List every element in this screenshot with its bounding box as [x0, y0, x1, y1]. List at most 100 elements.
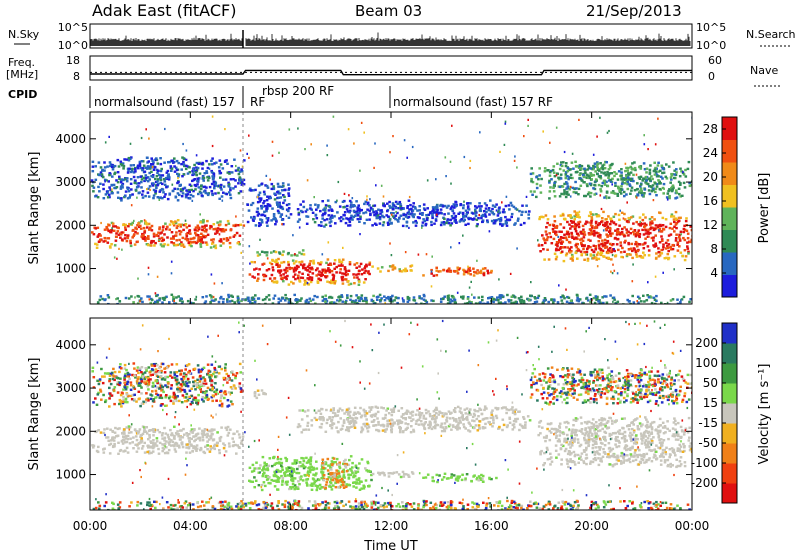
colorbar-tick-label: 24 [703, 146, 718, 160]
power-cell [569, 168, 572, 171]
power-cell [332, 276, 335, 279]
power-cell [596, 297, 599, 301]
power-cell [614, 254, 618, 257]
power-cell [577, 234, 580, 237]
power-cell [275, 280, 279, 283]
power-cell [588, 233, 591, 236]
power-cell [330, 214, 334, 217]
power-cell [196, 224, 200, 227]
velocity-cell [118, 370, 121, 374]
power-cell [92, 186, 96, 189]
power-cell [590, 178, 593, 181]
power-cell [404, 267, 407, 270]
power-cell [530, 177, 533, 181]
power-speckle [499, 150, 501, 153]
power-cell [411, 214, 415, 218]
power-cell [602, 255, 605, 258]
power-cell [145, 167, 149, 170]
power-cell [328, 281, 332, 284]
power-cell [573, 218, 576, 221]
power-cell [324, 223, 328, 226]
power-cell [658, 224, 662, 227]
power-cell [226, 300, 229, 303]
power-speckle [182, 142, 184, 146]
velocity-cell [357, 478, 360, 481]
velocity-cell [219, 389, 223, 393]
power-cell [579, 250, 583, 253]
power-cell [190, 241, 194, 244]
power-cell [276, 209, 280, 212]
power-cell [601, 168, 605, 171]
power-cell [220, 188, 223, 191]
velocity-cell [122, 395, 125, 399]
power-cell [575, 191, 578, 194]
power-cell [439, 270, 442, 273]
power-cell [219, 228, 223, 231]
power-cell [271, 259, 275, 262]
power-cell [648, 185, 652, 188]
power-cell [143, 231, 146, 234]
power-cell [552, 165, 556, 168]
power-cell [109, 231, 113, 234]
power-cell [677, 187, 681, 190]
power-cell [292, 282, 295, 285]
velocity-cell [143, 451, 147, 454]
power-speckle [109, 196, 111, 199]
power-cell [281, 253, 284, 257]
velocity-cell [328, 483, 332, 487]
power-cell [504, 219, 508, 223]
velocity-cell [181, 388, 184, 392]
power-cell [590, 248, 594, 252]
power-cell [129, 244, 133, 248]
power-cell [283, 276, 287, 279]
power-cell [621, 227, 624, 231]
power-cell [496, 214, 500, 217]
velocity-cell [164, 404, 167, 407]
power-cell [149, 244, 153, 247]
velocity-cell [185, 382, 189, 385]
power-cell [660, 248, 663, 252]
power-cell [99, 182, 102, 185]
power-cell [556, 162, 559, 165]
power-cell [120, 238, 124, 241]
power-cell [342, 206, 345, 209]
power-cell [177, 173, 181, 176]
power-speckle [578, 118, 580, 121]
velocity-cell [113, 386, 117, 389]
power-cell [183, 223, 186, 227]
power-speckle [211, 144, 214, 148]
power-cell [572, 167, 575, 170]
power-cell [563, 297, 566, 300]
power-speckle [389, 242, 391, 245]
power-cell [684, 175, 688, 178]
velocity-cell [236, 444, 239, 447]
power-cell [341, 258, 345, 261]
power-speckle [332, 115, 335, 118]
power-cell [388, 219, 391, 222]
power-cell [255, 267, 258, 270]
velocity-cell [352, 474, 356, 477]
power-cell [227, 295, 231, 299]
power-cell [552, 171, 556, 174]
power-cell [657, 224, 660, 227]
velocity-cell [191, 450, 194, 453]
velocity-cell [108, 397, 111, 400]
power-cell [265, 295, 268, 299]
velocity-cell [320, 486, 323, 489]
power-cell [649, 221, 652, 224]
power-cell [453, 301, 457, 304]
power-cell [344, 299, 348, 303]
power-cell [628, 183, 631, 186]
velocity-cell [355, 482, 358, 485]
power-cell [296, 298, 299, 301]
power-cell [626, 187, 630, 191]
power-speckle [147, 273, 150, 276]
power-cell [111, 222, 115, 225]
velocity-cell [127, 375, 130, 378]
power-cell [391, 202, 395, 205]
power-cell [467, 272, 470, 275]
velocity-cell [192, 445, 195, 448]
velocity-cell [98, 378, 102, 381]
power-cell [466, 302, 469, 304]
power-cell [114, 239, 118, 242]
